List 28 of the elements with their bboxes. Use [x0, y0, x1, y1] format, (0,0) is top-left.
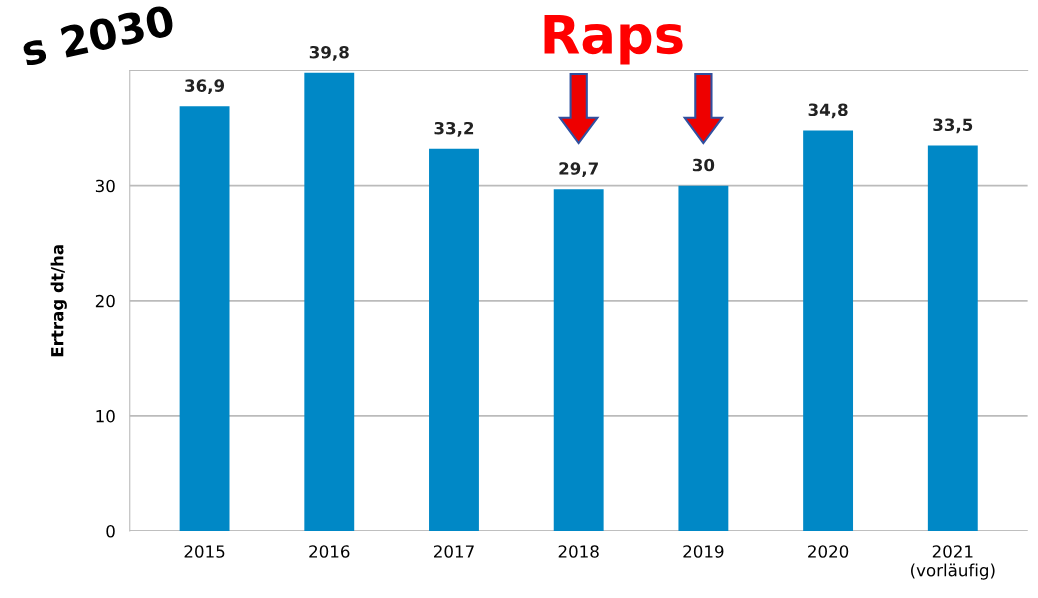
- x-tick-label: 2020: [808, 545, 849, 558]
- bar: [803, 130, 854, 532]
- data-label: 36,9: [185, 79, 225, 95]
- data-label: 30: [692, 158, 715, 172]
- y-tick-label: 20: [95, 294, 115, 308]
- bar: [678, 185, 729, 532]
- data-label: 33,5: [933, 118, 973, 134]
- y-axis-title: Ertrag dt/ha: [50, 245, 67, 357]
- y-tick-label: 0: [106, 524, 115, 538]
- x-tick-label: 2016: [309, 545, 350, 558]
- bar: [429, 148, 479, 532]
- data-label: 39,8: [309, 45, 349, 61]
- x-tick-label: 2019: [683, 545, 724, 558]
- x-tick-label: 2021 (vorläufig): [911, 545, 995, 580]
- bar: [553, 189, 604, 532]
- data-label: 34,8: [808, 103, 848, 119]
- x-tick-label: 2015: [184, 545, 225, 558]
- data-label: 29,7: [559, 162, 598, 177]
- text: Raps: [544, 14, 683, 65]
- y-tick-label: 30: [95, 179, 115, 193]
- x-tick-label: 2018: [558, 545, 599, 558]
- bar: [304, 72, 355, 532]
- bar: [927, 145, 978, 532]
- bar: [179, 106, 230, 532]
- y-tick-label: 10: [96, 409, 115, 423]
- x-tick-label: 2017: [433, 545, 474, 558]
- text: s 2030: [20, 4, 176, 67]
- data-label: 33,2: [434, 121, 474, 137]
